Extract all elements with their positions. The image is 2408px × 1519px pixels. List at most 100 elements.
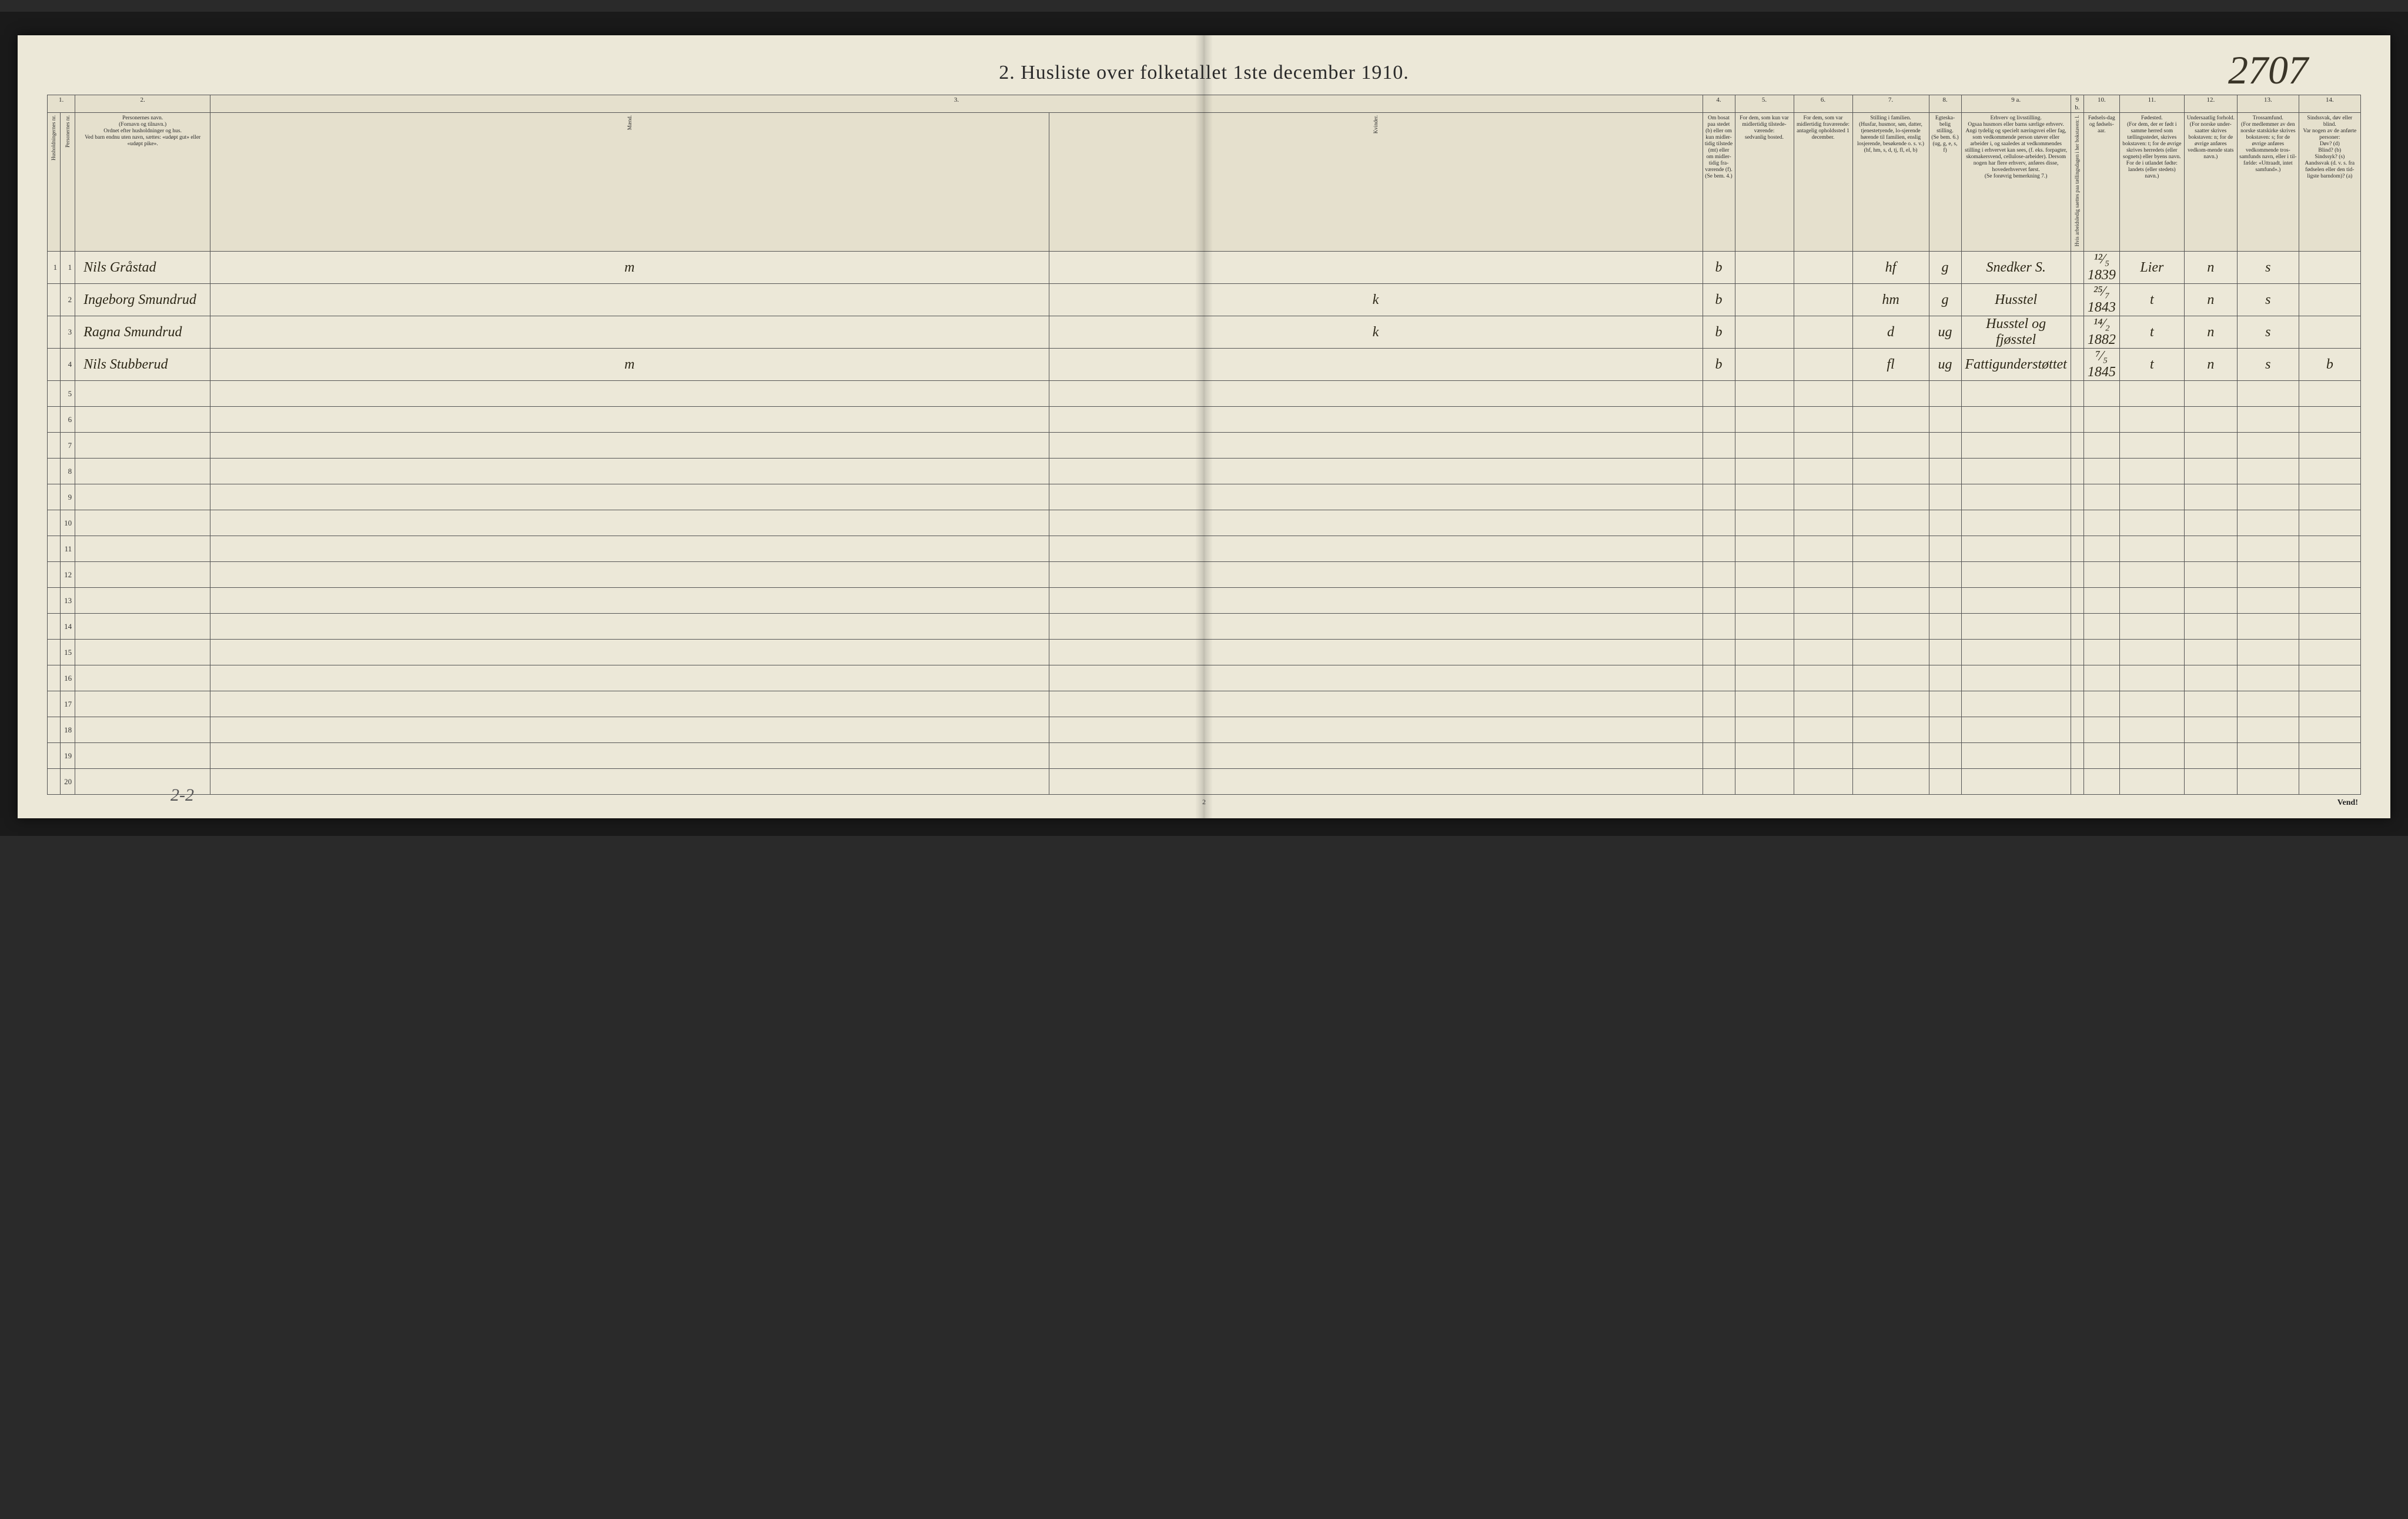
cell-empty: 10 — [61, 510, 75, 536]
cell-hnr: 1 — [48, 252, 61, 284]
cell-led — [2071, 349, 2083, 381]
cell-empty — [75, 459, 210, 484]
cell-empty — [1735, 614, 1794, 640]
cell-empty — [1852, 459, 1929, 484]
cell-c5 — [1735, 316, 1794, 349]
cell-empty — [1049, 407, 1703, 433]
col-header-name: Personernes navn. (Fornavn og tilnavn.) … — [75, 113, 210, 252]
cell-empty — [48, 433, 61, 459]
table-row: 4Nils StubberudmbflugFattigunderstøttet⁷… — [48, 349, 2361, 381]
cell-empty: 17 — [61, 691, 75, 717]
cell-empty — [48, 665, 61, 691]
cell-empty — [48, 510, 61, 536]
cell-empty — [2071, 407, 2083, 433]
cell-empty — [1929, 588, 1961, 614]
table-row-empty: 16 — [48, 665, 2361, 691]
cell-empty: 13 — [61, 588, 75, 614]
colnum-11: 11. — [2119, 95, 2184, 113]
colnum-10: 10. — [2083, 95, 2119, 113]
cell-empty — [1049, 510, 1703, 536]
cell-empty — [2299, 640, 2360, 665]
cell-empty — [1703, 640, 1735, 665]
footer-turn-over: Vend! — [2337, 798, 2358, 808]
cell-empty — [1961, 536, 2071, 562]
cell-res: b — [1703, 284, 1735, 316]
cell-empty — [1735, 433, 1794, 459]
cell-rel: s — [2237, 349, 2299, 381]
cell-empty — [1703, 459, 1735, 484]
cell-empty — [1961, 588, 2071, 614]
cell-empty — [210, 433, 1049, 459]
col-header-sex-k: Kvinder. — [1049, 113, 1703, 252]
col-header-nationality: Undersaatlig forhold. (For norske under-… — [2184, 113, 2237, 252]
cell-empty — [2299, 769, 2360, 795]
cell-empty — [1929, 536, 1961, 562]
cell-empty — [1794, 743, 1852, 769]
column-number-row: 1. 2. 3. 4. 5. 6. 7. 8. 9 a. 9 b. 10. 11… — [48, 95, 2361, 113]
cell-empty — [48, 484, 61, 510]
cell-dis — [2299, 284, 2360, 316]
cell-hnr — [48, 316, 61, 349]
cell-empty — [2184, 562, 2237, 588]
cell-empty: 18 — [61, 717, 75, 743]
cell-place: t — [2119, 349, 2184, 381]
cell-empty — [2083, 614, 2119, 640]
col-header-birthplace: Fødested. (For dem, der er født i samme … — [2119, 113, 2184, 252]
cell-nat: n — [2184, 349, 2237, 381]
cell-empty — [48, 769, 61, 795]
cell-empty — [75, 691, 210, 717]
table-body: 11Nils GråstadmbhfgSnedker S.¹²⁄₅ 1839Li… — [48, 252, 2361, 795]
cell-empty — [48, 717, 61, 743]
cell-empty — [1049, 614, 1703, 640]
cell-empty — [1735, 640, 1794, 665]
cell-empty — [2071, 459, 2083, 484]
colnum-5: 5. — [1735, 95, 1794, 113]
cell-empty — [2071, 433, 2083, 459]
cell-empty — [1794, 484, 1852, 510]
cell-empty — [2237, 536, 2299, 562]
cell-empty — [2237, 717, 2299, 743]
cell-empty — [2184, 459, 2237, 484]
cell-empty — [1852, 484, 1929, 510]
cell-fam: fl — [1852, 349, 1929, 381]
cell-empty — [1929, 381, 1961, 407]
cell-empty — [2083, 562, 2119, 588]
cell-pnr: 4 — [61, 349, 75, 381]
cell-empty — [2237, 510, 2299, 536]
cell-empty — [2119, 665, 2184, 691]
cell-empty — [1794, 407, 1852, 433]
scan-frame: 2707 2. Husliste over folketallet 1ste d… — [0, 12, 2408, 836]
census-table: 1. 2. 3. 4. 5. 6. 7. 8. 9 a. 9 b. 10. 11… — [47, 95, 2361, 795]
table-row-empty: 6 — [48, 407, 2361, 433]
colnum-8: 8. — [1929, 95, 1961, 113]
cell-empty — [210, 562, 1049, 588]
cell-empty — [1049, 459, 1703, 484]
cell-empty — [1049, 743, 1703, 769]
col-header-sex-m: Mænd. — [210, 113, 1049, 252]
cell-empty — [210, 536, 1049, 562]
colnum-9a: 9 a. — [1961, 95, 2071, 113]
cell-pnr: 1 — [61, 252, 75, 284]
cell-empty — [75, 717, 210, 743]
cell-empty — [2119, 640, 2184, 665]
cell-empty: 11 — [61, 536, 75, 562]
cell-c6 — [1794, 252, 1852, 284]
cell-empty — [1794, 640, 1852, 665]
cell-empty — [2083, 381, 2119, 407]
cell-empty — [75, 743, 210, 769]
cell-rel: s — [2237, 316, 2299, 349]
cell-empty — [75, 640, 210, 665]
cell-empty — [1852, 536, 1929, 562]
cell-empty — [1929, 717, 1961, 743]
cell-empty — [1735, 665, 1794, 691]
cell-c6 — [1794, 316, 1852, 349]
cell-empty — [210, 691, 1049, 717]
cell-empty — [210, 640, 1049, 665]
cell-empty — [2071, 717, 2083, 743]
table-row-empty: 10 — [48, 510, 2361, 536]
cell-empty — [2083, 510, 2119, 536]
cell-res: b — [1703, 252, 1735, 284]
cell-empty — [2119, 562, 2184, 588]
cell-empty — [2119, 743, 2184, 769]
cell-empty — [2071, 588, 2083, 614]
